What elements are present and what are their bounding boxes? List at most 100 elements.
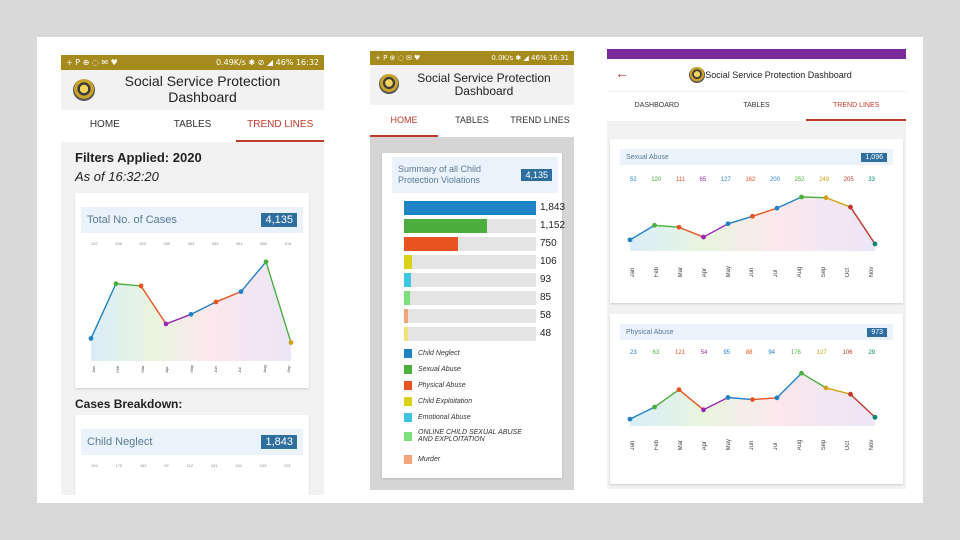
point-value-label: 95	[723, 350, 731, 356]
app-header: Social Service Protection Dashboard	[61, 70, 324, 110]
status-bar	[607, 49, 906, 59]
data-point[interactable]	[872, 414, 878, 420]
point-value-label: 263	[187, 241, 195, 246]
data-point[interactable]	[725, 395, 731, 400]
data-point[interactable]	[799, 370, 804, 376]
month-label: Jun	[749, 267, 756, 278]
data-point[interactable]	[288, 340, 294, 345]
data-point[interactable]	[627, 416, 633, 422]
data-point[interactable]	[627, 237, 633, 243]
month-label: Mar	[677, 267, 684, 278]
data-point[interactable]	[263, 259, 269, 265]
back-arrow-icon[interactable]: ←	[615, 65, 629, 81]
data-point[interactable]	[676, 224, 682, 230]
data-point[interactable]	[138, 283, 144, 289]
point-value-label: 111	[675, 177, 685, 183]
card-header: Total No. of Cases 4,135	[81, 207, 303, 233]
tab-tables[interactable]: TABLES	[173, 119, 212, 130]
physical-abuse-card: Physical Abuse 973 23 63 121 54 95 88 94 176 127…	[610, 314, 903, 484]
status-icons-right: 0.0K/s ✱ ◢ 46% 16:31	[491, 54, 569, 62]
data-point[interactable]	[750, 213, 755, 219]
data-point[interactable]	[872, 241, 878, 247]
point-value-label: 54	[700, 350, 708, 356]
point-value-label: 559	[260, 241, 267, 246]
data-point[interactable]	[652, 222, 657, 228]
data-point[interactable]	[163, 321, 169, 327]
legend-label: Murder	[418, 456, 441, 463]
series-line-segment	[140, 285, 167, 325]
data-point[interactable]	[750, 397, 755, 402]
tab-trend-lines[interactable]: TREND LINES	[806, 92, 906, 121]
tab-tables[interactable]: TABLES	[455, 115, 489, 125]
tab-bar: HOME TABLES TREND LINES	[370, 105, 574, 137]
tab-home[interactable]: HOME	[370, 105, 438, 137]
tab-tables[interactable]: TABLES	[743, 102, 770, 109]
bar-track	[404, 273, 536, 287]
screenshot-trend-lines-total: + P ⊕ ◌ ✉ ♥ 0.49K/s ✱ ⊘ ◢ 46% 16:32 Soci…	[61, 55, 324, 495]
month-label: Mar	[677, 440, 684, 451]
tab-trend-lines[interactable]: TREND LINES	[236, 110, 324, 142]
physical-badge: 973	[867, 327, 887, 337]
point-value-label: 176	[790, 350, 801, 356]
data-point[interactable]	[774, 205, 780, 211]
series-line-segment	[678, 226, 704, 238]
month-label: Sep	[821, 266, 828, 278]
series-line-segment	[776, 372, 802, 399]
point-value-label: 104	[284, 241, 291, 246]
month-label: Oct	[845, 268, 852, 278]
data-point[interactable]	[652, 404, 657, 410]
status-icons-left: + P ⊕ ◌ ✉ ♥	[66, 58, 118, 67]
tab-dashboard[interactable]: DASHBOARD	[634, 102, 679, 109]
data-point[interactable]	[799, 194, 804, 200]
screenshot-trend-lines-by-type: ← Social Service Protection Dashboard DA…	[607, 49, 906, 489]
point-value-label: 333	[211, 241, 219, 246]
data-point[interactable]	[113, 281, 119, 287]
summary-badge: 4,135	[521, 169, 552, 181]
legend-item: Physical Abuse	[404, 381, 528, 390]
month-label: Feb	[653, 267, 660, 278]
area-fill	[91, 261, 291, 361]
point-value-label: 200	[769, 177, 780, 183]
data-point[interactable]	[701, 234, 706, 240]
app-header: ← Social Service Protection Dashboard	[607, 59, 906, 91]
data-point[interactable]	[88, 336, 94, 341]
card-label: Physical Abuse	[626, 328, 674, 336]
data-point[interactable]	[188, 311, 194, 317]
bar-value-label: 750	[540, 238, 557, 249]
tab-trend-lines[interactable]: TREND LINES	[510, 115, 570, 125]
legend-item: ONLINE CHILD SEXUAL ABUSE AND EXPLOITATI…	[404, 429, 528, 443]
bar-value-label: 58	[540, 310, 552, 321]
data-point[interactable]	[701, 407, 706, 413]
data-point[interactable]	[213, 299, 219, 305]
month-label: Jun	[749, 440, 756, 451]
point-value-labels: 52 120 111 65 127 162 200 252 249 205 33	[630, 177, 875, 183]
series-line-segment	[629, 224, 655, 241]
point-value-label: 121	[675, 350, 686, 356]
tab-home[interactable]: HOME	[89, 119, 120, 130]
legend-label: ONLINE CHILD SEXUAL ABUSE AND EXPLOITATI…	[418, 429, 522, 443]
bar-value-label: 1,152	[540, 220, 566, 231]
point-value-label: 33	[868, 177, 875, 183]
bar	[404, 237, 458, 251]
month-label: Jan	[91, 366, 96, 373]
bar	[404, 255, 412, 269]
month-label: Oct	[845, 441, 852, 451]
data-point[interactable]	[848, 391, 853, 397]
data-point[interactable]	[676, 387, 682, 393]
as-of-text: As of 16:32:20	[75, 169, 159, 184]
legend-item: Sexual Abuse	[404, 365, 528, 374]
series-line-segment	[678, 389, 704, 411]
series-line-segment	[801, 372, 827, 389]
point-value-label: 65	[699, 177, 707, 183]
data-point[interactable]	[823, 385, 829, 391]
month-label: Jan	[630, 267, 636, 278]
data-point[interactable]	[725, 221, 731, 227]
bar	[404, 273, 411, 287]
data-point[interactable]	[774, 395, 780, 401]
series-line-segment	[801, 196, 827, 199]
app-header: Social Service Protection Dashboard	[370, 65, 574, 105]
data-point[interactable]	[848, 204, 853, 210]
page-title: Social Service Protection Dashboard	[124, 73, 281, 105]
data-point[interactable]	[823, 195, 829, 201]
data-point[interactable]	[238, 289, 244, 295]
